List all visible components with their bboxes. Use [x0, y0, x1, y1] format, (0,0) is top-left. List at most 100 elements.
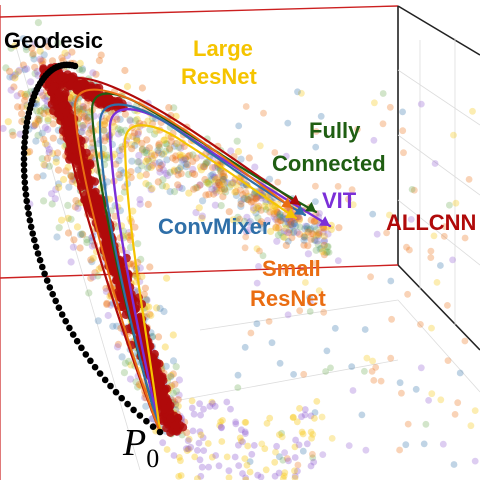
scatter-point	[209, 164, 217, 172]
scatter-point	[308, 229, 316, 237]
scatter-point	[197, 472, 205, 480]
scatter-point	[85, 289, 93, 297]
scatter-point	[240, 194, 249, 202]
scatter-point	[422, 420, 430, 428]
scatter-point	[87, 256, 95, 264]
scatter-point	[251, 194, 259, 202]
scatter-point	[219, 172, 227, 180]
scatter-point	[284, 119, 292, 127]
geodesic-label: Geodesic	[4, 28, 103, 53]
scatter-point	[192, 154, 200, 162]
scatter-point	[11, 71, 19, 79]
scatter-point	[311, 217, 319, 225]
scatter-point	[276, 431, 283, 438]
scatter-point	[276, 359, 284, 367]
scatter-point	[270, 207, 278, 215]
scatter-point	[182, 163, 190, 171]
scatter-point	[182, 445, 190, 452]
scatter-point	[363, 354, 371, 362]
scatter-point	[298, 413, 305, 421]
scatter-point	[77, 128, 85, 136]
scatter-point	[281, 469, 289, 477]
scatter-point	[158, 160, 166, 168]
scatter-point	[89, 273, 97, 281]
scatter-point	[291, 472, 299, 480]
scatter-point	[88, 144, 96, 152]
scatter-point	[210, 173, 218, 181]
scatter-point	[32, 107, 41, 115]
scatter-point	[282, 241, 290, 249]
geodesic-dot	[156, 428, 164, 436]
scatter-point	[78, 110, 86, 118]
scatter-point	[373, 230, 381, 238]
large-resnet-arrow-head	[285, 208, 296, 218]
scatter-point	[174, 171, 182, 179]
scatter-point	[102, 114, 111, 122]
scatter-point	[58, 54, 66, 62]
scatter-point	[94, 317, 102, 325]
scatter-point	[202, 158, 211, 166]
scatter-point	[386, 211, 393, 219]
scatter-point	[319, 228, 327, 236]
scatter-point	[312, 143, 320, 151]
scatter-point	[259, 252, 267, 260]
scatter-point	[278, 429, 285, 437]
scatter-point	[311, 415, 318, 422]
scatter-point	[400, 149, 407, 157]
scatter-point	[44, 42, 52, 51]
scatter-point	[205, 463, 213, 471]
scatter-point	[299, 430, 307, 438]
scatter-point	[54, 149, 62, 157]
scatter-point	[216, 187, 224, 195]
scatter-point	[433, 279, 441, 286]
scatter-point	[232, 418, 240, 426]
scatter-point	[80, 109, 88, 117]
scatter-point	[309, 431, 317, 438]
scatter-point	[471, 457, 479, 465]
scatter-point	[234, 213, 242, 221]
scatter-point	[369, 357, 376, 365]
scatter-point	[314, 232, 323, 240]
scatter-point	[67, 172, 75, 180]
scatter-point	[301, 232, 309, 240]
scatter-point	[223, 453, 231, 461]
scatter-point	[241, 244, 249, 252]
box-frame	[0, 5, 480, 480]
scatter-point	[11, 42, 19, 50]
scatter-point	[158, 182, 166, 190]
grid-line	[199, 299, 399, 331]
scatter-point	[48, 57, 57, 65]
scatter-point	[241, 343, 249, 351]
scatter-point	[151, 151, 159, 159]
allcnn-point	[158, 391, 167, 400]
scatter-point	[315, 229, 323, 237]
vit-label: VIT	[322, 188, 357, 213]
scatter-point	[196, 428, 204, 436]
scatter-point	[272, 448, 279, 456]
scatter-point	[408, 186, 416, 193]
scatter-point	[279, 456, 287, 464]
allcnn-point	[173, 413, 183, 423]
scatter-point	[19, 61, 27, 69]
scatter-point	[107, 301, 115, 309]
scatter-point	[242, 103, 250, 110]
scatter-point	[300, 233, 308, 241]
scatter-point	[301, 233, 309, 241]
scatter-point	[172, 363, 180, 371]
scatter-point	[154, 333, 163, 341]
scatter-point	[261, 445, 269, 453]
scatter-point	[248, 450, 256, 458]
scatter-point	[79, 102, 87, 110]
scatter-point	[11, 74, 19, 82]
scatter-point	[205, 180, 213, 188]
scatter-point	[54, 166, 63, 174]
geodesic-dot	[96, 370, 104, 377]
scatter-point	[214, 174, 222, 182]
scatter-point	[79, 124, 87, 132]
scatter-point	[70, 236, 78, 244]
scatter-point	[196, 456, 204, 464]
scatter-point	[100, 126, 108, 135]
scatter-point	[155, 140, 163, 148]
scatter-point	[273, 215, 281, 223]
scatter-point	[134, 240, 142, 248]
